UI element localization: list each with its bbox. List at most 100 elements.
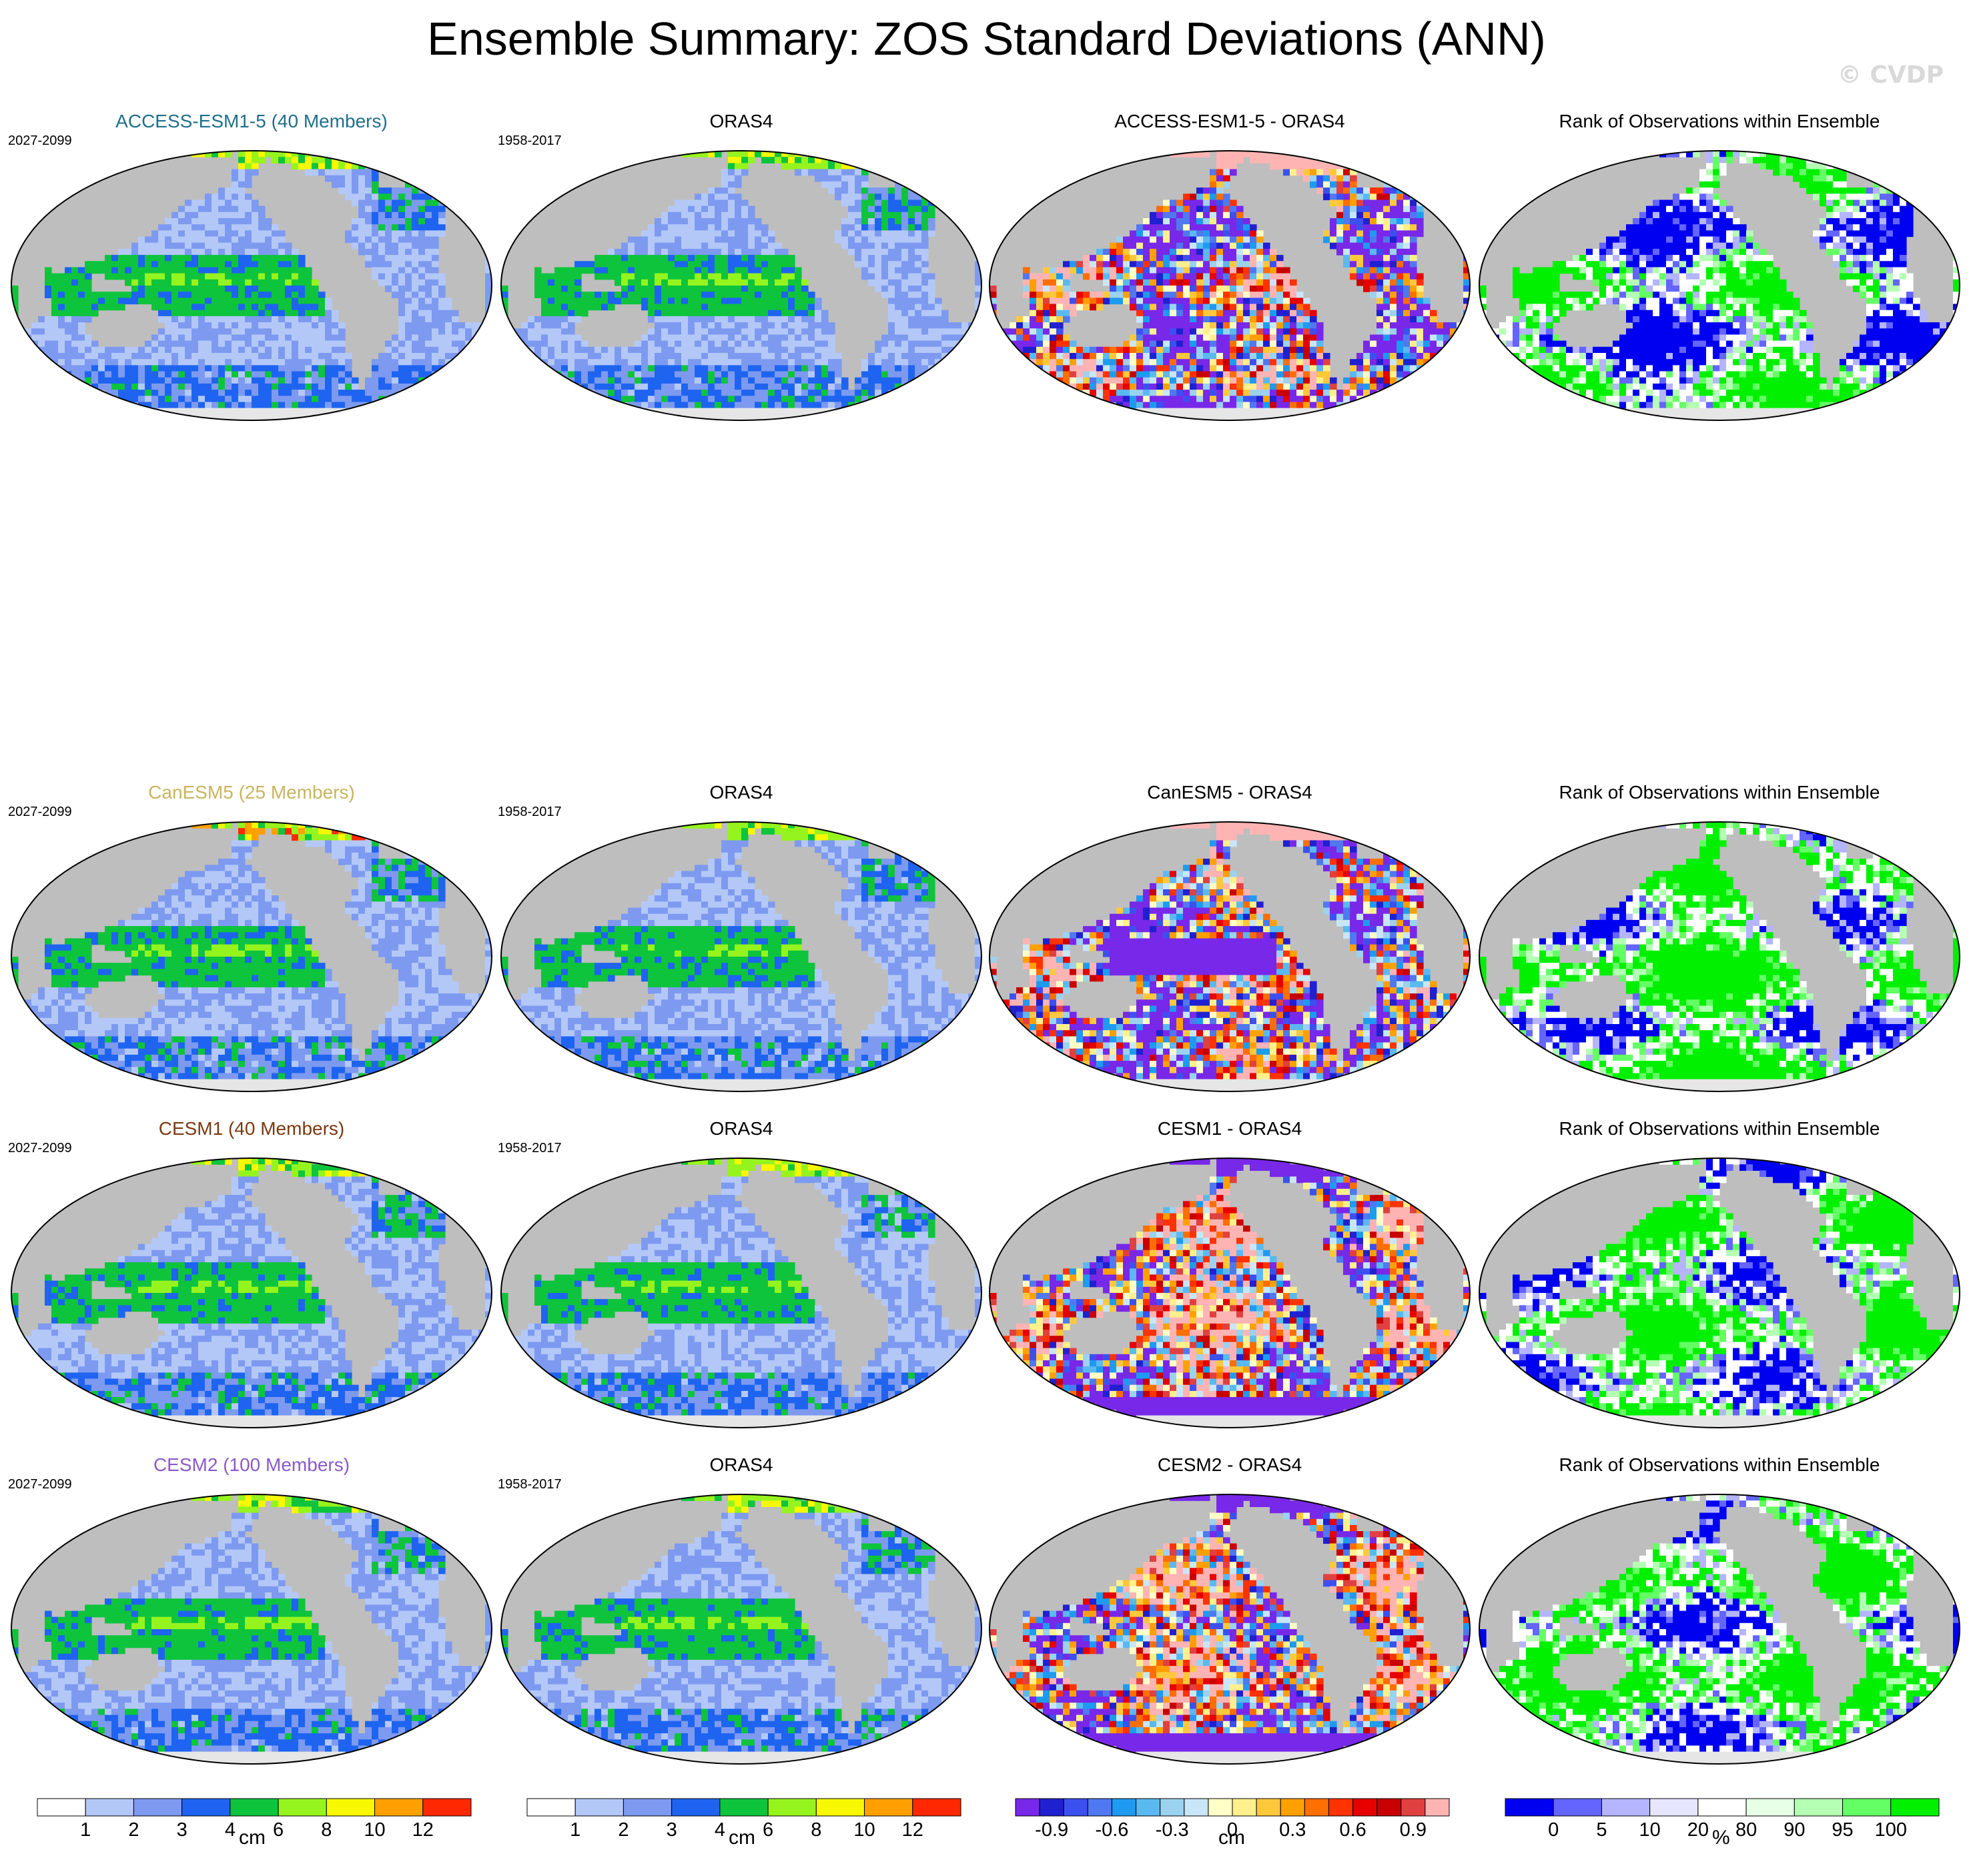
colorbar-tick-label: 2 — [618, 1819, 629, 1841]
panel-diff: CESM2 - ORAS4 — [986, 1454, 1473, 1768]
obs-years: 1958-2017 — [498, 805, 562, 820]
global-map — [1479, 150, 1960, 421]
colorbar-swatch — [1601, 1798, 1651, 1817]
colorbar-tick-label: 4 — [225, 1819, 236, 1841]
colorbar-swatch — [1376, 1798, 1402, 1817]
colorbar-swatch — [374, 1798, 424, 1817]
diff-title: ACCESS-ESM1-5 - ORAS4 — [986, 111, 1473, 132]
colorbar-swatch — [623, 1798, 673, 1817]
ocean-field — [11, 1494, 492, 1764]
map-outline — [989, 1157, 1471, 1428]
colorbar-swatch — [1087, 1798, 1112, 1817]
colorbar-tick-label: 6 — [273, 1819, 284, 1841]
ocean-field — [501, 1158, 981, 1428]
colorbar-swatch — [1184, 1798, 1209, 1817]
model-title: CESM1 (40 Members) — [8, 1118, 495, 1139]
panel-rank: Rank of Observations within Ensemble — [1476, 111, 1963, 424]
ocean-field — [11, 822, 492, 1091]
map-outline — [1479, 1494, 1960, 1765]
obs-years: 1958-2017 — [498, 133, 562, 149]
colorbar-unit: % — [1712, 1827, 1730, 1849]
figure-title: Ensemble Summary: ZOS Standard Deviation… — [0, 12, 1973, 65]
rank-title: Rank of Observations within Ensemble — [1476, 1118, 1963, 1139]
colorbar-tick-label: -0.9 — [1035, 1819, 1068, 1841]
colorbar-swatch — [912, 1798, 961, 1817]
colorbar-swatch — [1553, 1798, 1602, 1817]
colorbar-tick-label: 0 — [1548, 1819, 1559, 1841]
ocean-field — [1479, 822, 1960, 1091]
colorbar-swatch — [1111, 1798, 1137, 1817]
colorbar-obs-std: 1 2 3 4 6 8 10 12 — [524, 1795, 965, 1875]
colorbar-tick-label: 10 — [364, 1819, 385, 1841]
panel-diff: ACCESS-ESM1-5 - ORAS4 — [986, 111, 1473, 424]
obs-title: ORAS4 — [498, 1118, 985, 1139]
colorbar-swatch — [1063, 1798, 1088, 1817]
global-map — [500, 1157, 982, 1428]
colorbar-tick-label: 1 — [570, 1819, 580, 1841]
colorbar-tick-label: 12 — [412, 1819, 434, 1841]
obs-years: 1958-2017 — [498, 1141, 562, 1156]
colorbar-unit: cm — [1218, 1827, 1245, 1849]
map-outline — [500, 150, 982, 421]
global-map — [500, 821, 982, 1092]
colorbar-swatch — [1136, 1798, 1161, 1817]
colorbar-tick-label: 4 — [715, 1819, 725, 1841]
colorbar-swatch — [1280, 1798, 1305, 1817]
global-map — [989, 1157, 1471, 1428]
colorbar-swatch — [85, 1798, 134, 1817]
global-map — [11, 1157, 492, 1428]
colorbar-swatch — [37, 1798, 86, 1817]
colorbar-swatch — [1304, 1798, 1329, 1817]
obs-title: ORAS4 — [498, 782, 985, 803]
panel-model: CanESM5 (25 Members) 2027-2099 — [8, 782, 495, 1095]
colorbar-swatch — [1425, 1798, 1450, 1817]
colorbar-tick-label: 3 — [667, 1819, 677, 1841]
colorbar-tick-label: 3 — [177, 1819, 187, 1841]
colorbar-swatch — [1015, 1798, 1040, 1817]
colorbar-swatch — [1232, 1798, 1257, 1817]
diff-title: CESM2 - ORAS4 — [986, 1454, 1473, 1476]
colorbar-tick-label: 80 — [1735, 1819, 1757, 1841]
colorbar-swatch — [1794, 1798, 1844, 1817]
map-outline — [11, 821, 492, 1092]
cvdp-watermark: © CVDP — [1838, 61, 1944, 89]
colorbar-tick-label: -0.3 — [1156, 1819, 1189, 1841]
colorbar-unit: cm — [729, 1827, 755, 1849]
colorbar-svg: 0 5 10 20 80 90 95 100 — [1505, 1798, 1940, 1841]
panel-rank: Rank of Observations within Ensemble — [1476, 782, 1963, 1095]
map-outline — [11, 1157, 492, 1428]
map-outline — [989, 821, 1471, 1092]
colorbar-tick-label: 6 — [763, 1819, 773, 1841]
obs-title: ORAS4 — [498, 111, 985, 132]
panel-obs: ORAS4 1958-2017 — [498, 1118, 985, 1432]
model-years: 2027-2099 — [8, 1477, 72, 1492]
panel-model: ACCESS-ESM1-5 (40 Members) 2027-2099 — [8, 111, 495, 424]
colorbar-unit: cm — [239, 1827, 266, 1849]
ocean-field — [1479, 1494, 1960, 1764]
colorbar-swatch — [1208, 1798, 1233, 1817]
colorbar-model-std: 1 2 3 4 6 8 10 12 — [35, 1795, 475, 1875]
global-map — [989, 150, 1471, 421]
model-title: ACCESS-ESM1-5 (40 Members) — [8, 111, 495, 132]
global-map — [500, 150, 982, 421]
ocean-field — [501, 151, 981, 420]
colorbar-tick-label: 90 — [1784, 1819, 1805, 1841]
panel-model: CESM1 (40 Members) 2027-2099 — [8, 1118, 495, 1432]
model-years: 2027-2099 — [8, 133, 72, 149]
panel-model: CESM2 (100 Members) 2027-2099 — [8, 1454, 495, 1768]
colorbar-tick-label: 8 — [321, 1819, 332, 1841]
colorbar-svg: -0.9 -0.6 -0.3 0 0.3 0.6 0.9 — [1015, 1798, 1450, 1841]
model-years: 2027-2099 — [8, 805, 72, 820]
panel-obs: ORAS4 1958-2017 — [498, 1454, 985, 1768]
colorbar-swatch — [326, 1798, 376, 1817]
panel-rank: Rank of Observations within Ensemble — [1476, 1454, 1963, 1768]
colorbar-rank: 0 5 10 20 80 90 95 100 — [1503, 1795, 1943, 1875]
rank-title: Rank of Observations within Ensemble — [1476, 782, 1963, 803]
colorbar-tick-label: 10 — [1639, 1819, 1661, 1841]
map-outline — [1479, 821, 1960, 1092]
obs-title: ORAS4 — [498, 1454, 985, 1476]
colorbar-swatch — [1842, 1798, 1892, 1817]
colorbar-tick-label: 0.3 — [1279, 1819, 1306, 1841]
colorbar-swatch — [1649, 1798, 1699, 1817]
ocean-field — [1479, 1158, 1960, 1428]
